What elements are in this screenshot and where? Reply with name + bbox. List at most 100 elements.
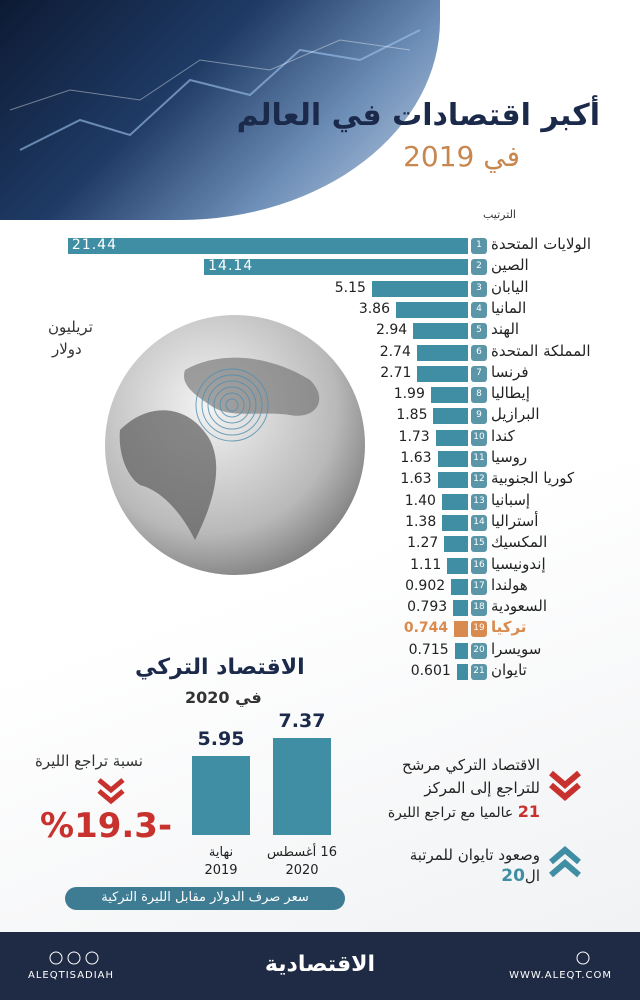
category-label: إيطاليا xyxy=(491,384,530,403)
continent xyxy=(119,410,217,540)
value-label: 1.73 xyxy=(398,428,430,445)
rank-label: 13 xyxy=(473,495,485,506)
bar xyxy=(437,451,468,467)
rank-label: 1 xyxy=(476,240,482,250)
bar xyxy=(447,557,468,574)
rank-badge xyxy=(471,259,487,276)
category-label: تايوان xyxy=(491,661,527,679)
rank-badge xyxy=(471,280,487,297)
category-label: سويسرا xyxy=(491,639,542,658)
down-chevrons xyxy=(549,770,581,801)
rank-badge xyxy=(471,451,487,467)
bar xyxy=(413,323,468,340)
note-line: ال20 xyxy=(501,866,540,886)
rank-label: 4 xyxy=(476,303,482,314)
category-label: اليابان xyxy=(491,277,529,296)
rank-label: 20 xyxy=(473,644,485,655)
rank-label: 15 xyxy=(473,538,485,549)
value-label: 0.715 xyxy=(408,641,449,658)
value-label: 0.793 xyxy=(407,599,448,616)
rank-badge xyxy=(471,365,487,382)
x-tick-label: 2019 xyxy=(204,863,238,878)
rank-label: 5 xyxy=(476,325,482,336)
title: أكبر اقتصادات في العالم xyxy=(236,98,600,133)
value-label: 5.95 xyxy=(197,728,245,751)
bar xyxy=(273,737,331,835)
rank-label: 11 xyxy=(473,453,485,463)
value-label: 0.902 xyxy=(405,577,446,594)
rank-badge xyxy=(471,514,487,531)
decor-line xyxy=(9,39,411,111)
bar xyxy=(417,365,468,382)
note-text: عالميا مع تراجع الليرة xyxy=(387,805,514,821)
footer xyxy=(0,932,640,1000)
bar xyxy=(437,472,468,489)
value-label: 3.86 xyxy=(358,300,390,317)
note-highlight: 20 xyxy=(501,866,525,886)
lira-change: %19.3- xyxy=(40,806,173,846)
unit-label: تريليون xyxy=(48,318,93,336)
chevron xyxy=(549,770,581,789)
rank-badge xyxy=(471,536,487,553)
rank-badge xyxy=(471,472,487,489)
globe xyxy=(105,315,365,575)
web-icon xyxy=(576,951,590,965)
chevron xyxy=(97,789,125,805)
bar xyxy=(456,664,468,680)
rank-badge xyxy=(471,557,487,574)
icon xyxy=(576,951,590,965)
note-line: وصعود تايوان للمرتبة xyxy=(409,846,540,864)
rank-label: 17 xyxy=(473,580,485,591)
rank-badge xyxy=(471,408,487,425)
caption-pill xyxy=(65,887,345,910)
value-label: 2.74 xyxy=(379,343,411,360)
note-line: 21 عالميا مع تراجع الليرة xyxy=(388,802,540,821)
rank-badge xyxy=(471,323,487,340)
bar xyxy=(454,642,468,659)
category-label: كوريا الجنوبية xyxy=(491,469,575,488)
rank-badge xyxy=(471,642,487,659)
down-chevrons xyxy=(97,778,125,805)
note-text: ال xyxy=(524,867,540,885)
x-tick-label: 16 أغسطس xyxy=(267,845,337,860)
bar xyxy=(451,578,468,595)
category-label: كندا xyxy=(491,426,515,445)
bar xyxy=(442,514,468,531)
value-label: 21.44 xyxy=(71,237,118,253)
unit-label: دولار xyxy=(52,340,82,358)
rank-label: 18 xyxy=(473,602,485,613)
icon xyxy=(85,951,99,965)
bar xyxy=(192,756,250,835)
rank-badge xyxy=(471,621,487,638)
bar xyxy=(433,408,468,425)
rank-badge xyxy=(471,578,487,595)
chart-subtitle: في 2020 xyxy=(185,688,262,707)
rank-label: 3 xyxy=(476,282,482,293)
rank-label: 6 xyxy=(476,346,482,357)
rank-badge xyxy=(471,664,487,680)
rank-label: 14 xyxy=(473,516,485,527)
up-chevrons xyxy=(549,846,581,878)
value-label: 1.85 xyxy=(396,407,428,424)
rank-badge xyxy=(471,493,487,510)
category-label: إسبانيا xyxy=(491,490,531,509)
rank-badge xyxy=(471,344,487,361)
bar xyxy=(371,280,468,297)
chevron xyxy=(549,782,581,801)
bar xyxy=(416,344,468,361)
rank-badge xyxy=(471,238,487,254)
rank-badge xyxy=(471,387,487,404)
category-label: هولندا xyxy=(491,575,528,594)
value-label: 1.63 xyxy=(400,471,432,488)
x-tick-label: 2020 xyxy=(285,863,319,878)
rank-label: 7 xyxy=(476,367,482,378)
social-icons xyxy=(49,951,99,965)
category-label: المملكة المتحدة xyxy=(491,341,591,360)
value-label: 0.744 xyxy=(403,620,449,637)
bar xyxy=(67,238,468,254)
value-label: 1.11 xyxy=(410,556,442,573)
category-label: أستراليا xyxy=(491,511,539,530)
caption: سعر صرف الدولار مقابل الليرة التركية xyxy=(101,890,309,905)
value-label: 1.27 xyxy=(407,535,439,552)
icon xyxy=(67,951,81,965)
